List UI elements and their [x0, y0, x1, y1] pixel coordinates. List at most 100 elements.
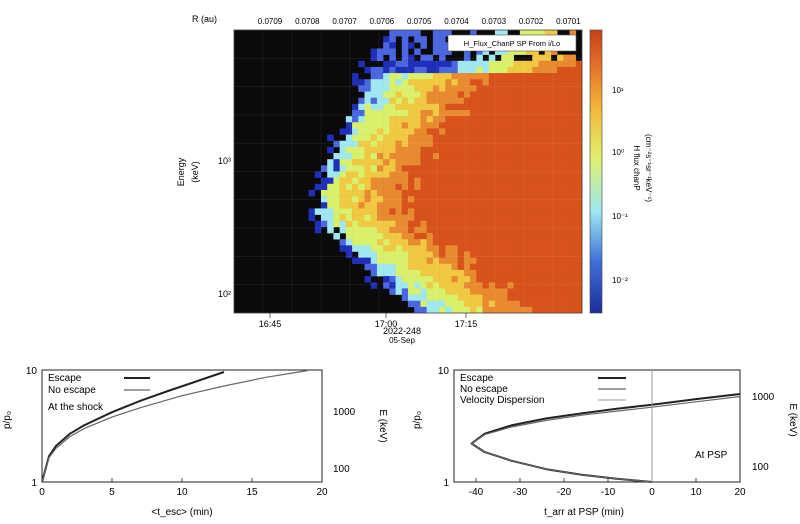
- heatmap-cell: [495, 251, 502, 258]
- heatmap-cell: [563, 196, 570, 203]
- heatmap-cell: [501, 134, 508, 142]
- heatmap-cell: [426, 66, 434, 74]
- heatmap-cell: [532, 177, 539, 185]
- heatmap-cell: [401, 85, 409, 92]
- heatmap-cell: [557, 140, 564, 148]
- heatmap-cell: [519, 91, 527, 98]
- heatmap-cell: [420, 134, 427, 142]
- heatmap-cell: [495, 85, 502, 92]
- heatmap-cell: [432, 153, 440, 160]
- heatmap-cell: [569, 196, 577, 203]
- heatmap-cell: [563, 226, 570, 234]
- heatmap-cell: [401, 288, 409, 295]
- heatmap-cell: [519, 294, 527, 301]
- br-series-line: [471, 395, 741, 483]
- heatmap-cell: [395, 288, 403, 295]
- heatmap-cell: [364, 146, 372, 154]
- heatmap-cell: [513, 79, 521, 86]
- heatmap-cell: [470, 300, 477, 308]
- heatmap-cell: [401, 97, 409, 105]
- heatmap-cell: [575, 134, 583, 142]
- heatmap-cell: [345, 128, 353, 135]
- heatmap-cell: [426, 103, 434, 111]
- heatmap-cell: [426, 288, 434, 295]
- heatmap-cell: [408, 276, 415, 283]
- heatmap-cell: [476, 165, 483, 172]
- heatmap-cell: [575, 226, 583, 234]
- heatmap-cell: [532, 48, 539, 55]
- heatmap-cell: [345, 171, 353, 178]
- heatmap-cell: [383, 97, 390, 105]
- heatmap-cell: [519, 288, 527, 295]
- heatmap-cell: [321, 208, 328, 215]
- heatmap-cell: [408, 171, 415, 178]
- heatmap-cell: [544, 257, 552, 265]
- heatmap-cell: [333, 183, 340, 191]
- heatmap-cell: [575, 66, 583, 74]
- heatmap-cell: [420, 128, 427, 135]
- heatmap-cell: [426, 177, 434, 185]
- heatmap-cell: [482, 300, 490, 308]
- heatmap-cell: [451, 85, 459, 92]
- heatmap-cell: [507, 183, 514, 191]
- heatmap-cell: [569, 233, 577, 240]
- heatmap-cell: [451, 177, 459, 185]
- heatmap-cell: [482, 73, 490, 80]
- heatmap-cell: [445, 171, 452, 178]
- heatmap-cell: [495, 226, 502, 234]
- heatmap-cell: [501, 251, 508, 258]
- heatmap-cell: [408, 122, 415, 129]
- heatmap-cell: [389, 73, 396, 80]
- heatmap-cell: [358, 183, 365, 191]
- heatmap-cell: [376, 116, 384, 123]
- heatmap-cell: [352, 79, 359, 86]
- heatmap-cell: [451, 146, 459, 154]
- heatmap-cell: [550, 263, 558, 271]
- heatmap-cell: [538, 269, 546, 277]
- heatmap-cell: [463, 66, 471, 74]
- spectrogram-heatmap: [234, 30, 583, 314]
- heatmap-cell: [532, 103, 539, 111]
- heatmap-cell: [401, 251, 409, 258]
- heatmap-cell: [364, 220, 372, 228]
- heatmap-cell: [376, 214, 384, 222]
- heatmap-cell: [352, 220, 359, 228]
- heatmap-cell: [476, 66, 483, 74]
- heatmap-cell: [557, 245, 564, 252]
- heatmap-cell: [557, 66, 564, 74]
- heatmap-cell: [501, 60, 508, 68]
- heatmap-cell: [519, 251, 527, 258]
- heatmap-cell: [414, 171, 421, 178]
- heatmap-cell: [538, 122, 546, 129]
- heatmap-cell: [495, 79, 502, 86]
- heatmap-cell: [408, 208, 415, 215]
- heatmap-cell: [495, 97, 502, 105]
- heatmap-cell: [370, 208, 378, 215]
- heatmap-cell: [333, 214, 340, 222]
- heatmap-cell: [445, 189, 452, 197]
- heatmap-cell: [550, 79, 558, 86]
- heatmap-cell: [321, 196, 328, 203]
- heatmap-cell: [432, 91, 440, 98]
- heatmap-cell: [470, 134, 477, 142]
- heatmap-cell: [451, 196, 459, 203]
- heatmap-cell: [544, 245, 552, 252]
- heatmap-cell: [333, 177, 340, 185]
- heatmap-cell: [358, 177, 365, 185]
- heatmap-cell: [376, 122, 384, 129]
- heatmap-cell: [439, 134, 446, 142]
- heatmap-cell: [426, 220, 434, 228]
- heatmap-cell: [457, 183, 465, 191]
- heatmap-cell: [476, 79, 483, 86]
- heatmap-cell: [519, 159, 527, 166]
- heatmap-cell: [501, 153, 508, 160]
- heatmap-cell: [345, 251, 353, 258]
- heatmap-cell: [339, 183, 347, 191]
- heatmap-cell: [495, 208, 502, 215]
- heatmap-cell: [370, 239, 378, 246]
- heatmap-cell: [476, 276, 483, 283]
- heatmap-cell: [550, 245, 558, 252]
- heatmap-cell: [364, 251, 372, 258]
- heatmap-cell: [445, 159, 452, 166]
- heatmap-cell: [401, 91, 409, 98]
